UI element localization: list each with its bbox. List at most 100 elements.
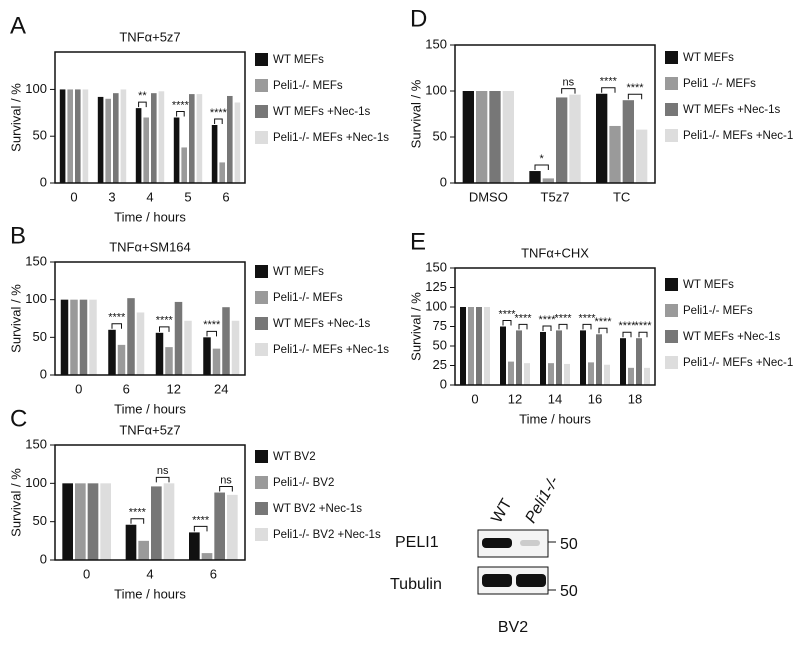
panel-letter: E [410,228,426,255]
chart-title: TNFα+CHX [521,245,589,260]
x-tick-label: 6 [123,381,130,396]
bar [151,486,162,560]
y-tick-label: 100 [25,81,47,96]
chart-title: TNFα+5z7 [119,422,180,437]
bar [222,307,230,375]
legend-label: Peli1-/- MEFs +Nec-1s [273,132,389,144]
legend-swatch [255,476,268,489]
bar [184,320,192,375]
significance-label: ns [157,465,169,477]
x-tick-label: 4 [146,189,153,204]
significance-label: **** [172,99,190,111]
y-axis-label: Survival / % [408,292,423,361]
bar [75,483,86,560]
plot-frame [454,44,656,184]
bar [502,91,514,183]
bar [540,331,546,385]
significance-label: **** [210,107,228,119]
significance-bracket [601,87,616,93]
bar [214,492,225,560]
bar [500,326,506,385]
bar [476,91,488,183]
bar [59,89,66,183]
bar [125,524,137,560]
plot-frame [454,267,656,386]
bar [60,299,69,375]
bar [120,89,127,183]
bar [556,97,568,183]
row-label: PELI1 [395,534,439,551]
legend-swatch [255,450,268,463]
y-tick-label: 50 [33,128,47,143]
x-axis-label: Time / hours [114,209,186,224]
bar [636,338,642,385]
significance-label: **** [594,316,612,328]
significance-bracket [111,323,122,329]
legend-label: WT MEFs +Nec-1s [273,318,370,330]
bar [127,298,135,375]
y-tick-label: 0 [40,551,47,566]
plot-frame [54,51,246,184]
legend-label: WT MEFs +Nec-1s [683,331,780,343]
bar [529,171,541,183]
significance-bracket [627,93,643,100]
bar [508,361,514,385]
bar [70,299,78,375]
significance-label: **** [618,320,636,332]
legend-label: WT MEFs [683,279,734,291]
legend-label: Peli1-/- MEFs [683,305,753,317]
panel-letter: D [410,5,427,32]
legend-label: WT BV2 [273,451,316,463]
blot-band [516,574,546,587]
bar [462,91,474,183]
bar [460,307,466,385]
x-tick-label: 4 [146,566,153,581]
bar [628,367,634,385]
legend-swatch [255,502,268,515]
y-tick-label: 50 [33,329,47,344]
bar [151,93,157,183]
y-tick-label: 25 [433,357,447,372]
x-tick-label: 0 [83,566,90,581]
significance-label: **** [192,514,210,526]
plot-frame [54,261,246,376]
bar [564,363,570,385]
x-tick-label: 6 [210,566,217,581]
y-tick-label: 0 [40,366,47,381]
x-tick-label: T5z7 [541,189,570,204]
significance-label: **** [203,319,221,331]
bar [155,332,164,375]
y-tick-label: 100 [425,82,447,97]
bar [219,162,225,183]
bar [163,483,175,560]
legend-label: Peli1-/- MEFs +Nec-1s [683,357,793,369]
x-tick-label: 3 [108,189,115,204]
x-tick-label: 0 [75,381,82,396]
bar [105,98,111,183]
legend-swatch [255,79,268,92]
significance-bracket [534,164,549,171]
significance-bracket [130,518,145,524]
marker-label: 50 [560,583,578,600]
significance-bracket [582,323,592,330]
bar [476,307,482,385]
blot-band [520,540,540,546]
bar [75,89,81,183]
bar [212,348,221,375]
significance-label: * [540,153,545,165]
bar [588,362,594,385]
significance-label: **** [498,308,516,320]
lane-label: Peli1-/- [522,474,562,526]
bar [211,124,218,183]
bar [97,96,104,183]
y-tick-label: 100 [425,298,447,313]
bar [173,117,180,183]
chart-title: TNFα+SM164 [109,239,191,254]
significance-bracket [138,101,147,108]
significance-label: ** [138,90,147,102]
bar [231,320,240,375]
significance-bracket [176,111,185,117]
bar [113,93,119,183]
bar [622,100,634,183]
